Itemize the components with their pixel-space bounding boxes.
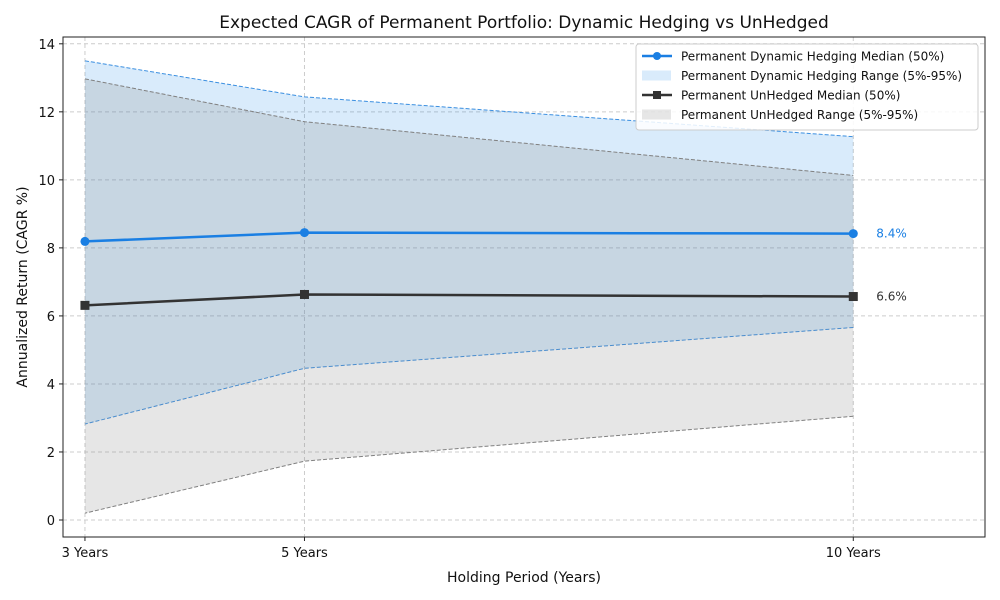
y-tick-label: 6 (47, 310, 55, 325)
legend-label: Permanent Dynamic Hedging Range (5%-95%) (681, 69, 962, 83)
data-point (848, 292, 858, 302)
axis-ticks: 0 2 4 6 8 10 12 14 3 Years 5 Years 10 Years (38, 38, 881, 561)
legend-patch-icon (642, 109, 671, 120)
hedged-range-band (84, 60, 854, 425)
y-tick-label: 2 (47, 446, 55, 461)
data-point (80, 300, 90, 310)
legend-marker-icon (653, 91, 661, 99)
legend-label: Permanent Dynamic Hedging Median (50%) (681, 50, 944, 64)
x-tick-label: 5 Years (281, 546, 328, 561)
x-tick-label: 10 Years (826, 546, 881, 561)
band-lower-edge (84, 415, 854, 514)
grid (63, 37, 985, 537)
legend: Permanent Dynamic Hedging Median (50%) Pe… (635, 43, 979, 131)
legend-label: Permanent UnHedged Median (50%) (681, 89, 900, 103)
x-axis-label: Holding Period (Years) (447, 570, 601, 586)
legend-label: Permanent UnHedged Range (5%-95%) (681, 108, 918, 122)
y-tick-label: 14 (38, 38, 55, 53)
data-point (848, 229, 858, 239)
median-lines: 8.4% 6.6% (80, 227, 907, 310)
band-lower-edge (84, 326, 854, 425)
y-tick-label: 0 (47, 514, 55, 529)
band-upper-edge (84, 78, 854, 176)
value-annotation: 8.4% (876, 227, 907, 241)
data-point (299, 289, 309, 299)
legend-patch-icon (642, 70, 671, 81)
y-tick-label: 12 (38, 106, 55, 121)
y-axis-label: Annualized Return (CAGR %) (15, 186, 31, 387)
y-tick-label: 10 (38, 174, 55, 189)
data-point (80, 236, 90, 246)
chart-title: Expected CAGR of Permanent Portfolio: Dy… (219, 13, 829, 33)
y-tick-label: 8 (47, 242, 55, 257)
data-point (299, 228, 309, 238)
legend-box (635, 43, 979, 131)
x-tick-label: 3 Years (62, 546, 109, 561)
plot-frame (62, 36, 986, 538)
value-annotation: 6.6% (876, 290, 907, 304)
y-tick-label: 4 (47, 378, 55, 393)
legend-marker-icon (653, 52, 661, 60)
